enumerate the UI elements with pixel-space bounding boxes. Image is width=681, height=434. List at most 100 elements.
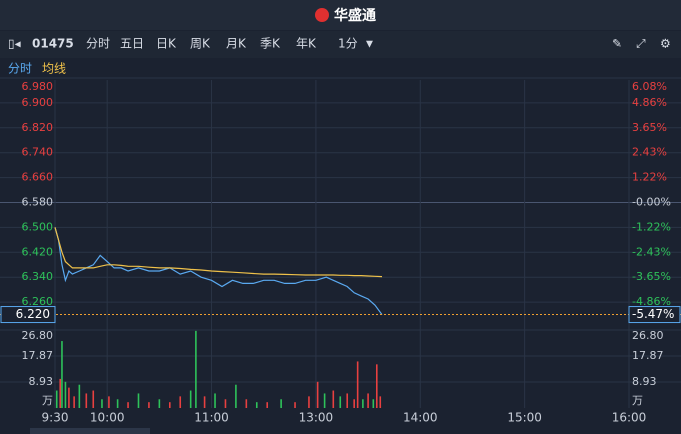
x-tick-label: 15:00 bbox=[507, 411, 542, 425]
y2-tick-label: 2.43% bbox=[632, 146, 667, 159]
volume-bar bbox=[375, 364, 378, 408]
y-tick-label: 6.900 bbox=[22, 96, 54, 109]
back-icon[interactable]: ▯◂ bbox=[8, 37, 21, 51]
volume-bar bbox=[353, 399, 355, 408]
volume-bar bbox=[61, 341, 63, 408]
scrollbar[interactable] bbox=[30, 428, 150, 434]
volume-bar bbox=[55, 390, 58, 408]
y-tick-label: 6.500 bbox=[22, 220, 54, 233]
y-tick-label: 17.87 bbox=[22, 349, 54, 362]
x-tick-label: 13:00 bbox=[299, 411, 334, 425]
volume-bar bbox=[308, 396, 310, 408]
volume-bar bbox=[64, 381, 67, 408]
y2-tick-label: 3.65% bbox=[632, 121, 667, 134]
dropdown-icon[interactable]: ▼ bbox=[366, 40, 373, 50]
logo bbox=[315, 8, 329, 22]
stock-code: 01475 bbox=[32, 37, 74, 51]
header bbox=[0, 0, 681, 30]
y2-tick-label: 26.80 bbox=[632, 329, 664, 342]
y2-tick-label: 8.93 bbox=[632, 375, 657, 388]
tabs: 分时 五日 日K 周K 月K 季K 年K bbox=[86, 37, 317, 51]
volume-bar bbox=[266, 402, 269, 408]
y2-tick-label: 1.22% bbox=[632, 171, 667, 184]
volume-bar bbox=[92, 390, 95, 408]
volume-bar bbox=[68, 387, 70, 408]
volume-bar bbox=[203, 396, 206, 408]
brand: 华盛通 bbox=[334, 7, 376, 24]
y2-tick-label: 17.87 bbox=[632, 349, 664, 362]
volume-bar bbox=[169, 402, 171, 408]
volume-bar bbox=[362, 399, 364, 408]
volume-bar bbox=[372, 399, 375, 408]
last-price-box bbox=[0, 306, 56, 324]
volume-bar bbox=[101, 399, 103, 408]
legend-item: 均线 bbox=[42, 62, 66, 76]
y2-tick-label: 6.08% bbox=[632, 80, 667, 93]
y2-tick-label: -3.65% bbox=[632, 270, 671, 283]
legend-item: 分时 bbox=[8, 62, 32, 76]
volume-bar bbox=[214, 393, 216, 408]
tab[interactable]: 五日 bbox=[120, 37, 144, 51]
volume-bar bbox=[316, 381, 319, 408]
x-tick-label: 10:00 bbox=[90, 411, 125, 425]
volume-bar bbox=[224, 399, 227, 408]
x-tick-label: 14:00 bbox=[403, 411, 438, 425]
tab[interactable]: 日K bbox=[156, 37, 177, 51]
volume-bar bbox=[85, 393, 88, 408]
y-tick-label: 8.93 bbox=[29, 375, 54, 388]
y-tick-label: 6.340 bbox=[22, 270, 54, 283]
y2-tick-label: 4.86% bbox=[632, 96, 667, 109]
tab[interactable]: 分时 bbox=[86, 37, 110, 51]
tab[interactable]: 月K bbox=[226, 37, 247, 51]
fullscreen-icon[interactable]: ⤢ bbox=[635, 37, 646, 51]
edit-icon[interactable]: ✎ bbox=[612, 37, 622, 51]
volume-bar bbox=[137, 393, 140, 408]
y-tick-label: 6.740 bbox=[22, 146, 54, 159]
volume-bar bbox=[280, 399, 282, 408]
y-tick-label: 26.80 bbox=[22, 329, 54, 342]
volume-bar bbox=[255, 402, 258, 408]
volume-bar bbox=[245, 399, 248, 408]
unit-label: 万 bbox=[42, 394, 53, 407]
volume-bar bbox=[323, 393, 326, 408]
y-tick-label: 6.580 bbox=[22, 196, 54, 209]
settings-icon[interactable]: ⚙ bbox=[660, 37, 671, 51]
x-tick-label: 9:30 bbox=[42, 411, 69, 425]
y-tick-label: 6.820 bbox=[22, 121, 54, 134]
price-line bbox=[54, 227, 383, 278]
price-line bbox=[54, 227, 383, 315]
y2-tick-label: -1.22% bbox=[632, 220, 671, 233]
volume-bar bbox=[346, 393, 349, 408]
x-tick-label: 11:00 bbox=[194, 411, 229, 425]
y2-tick-label: -2.43% bbox=[632, 245, 671, 258]
y2-tick-label: -4.86% bbox=[632, 295, 671, 308]
last-price-label: 6.220 bbox=[16, 307, 50, 321]
volume-bar bbox=[148, 402, 150, 408]
volume-bar bbox=[59, 378, 62, 408]
last-change-label: -5.47% bbox=[632, 307, 674, 321]
volume-bar bbox=[127, 402, 129, 408]
volume-bar bbox=[339, 396, 342, 408]
x-tick-label: 16:00 bbox=[612, 411, 647, 425]
volume-bar bbox=[294, 402, 296, 408]
volume-bar bbox=[367, 393, 369, 408]
volume-bar bbox=[195, 330, 197, 408]
tab[interactable]: 年K bbox=[296, 37, 317, 51]
y-tick-label: 6.260 bbox=[22, 295, 54, 308]
volume-bar bbox=[78, 384, 81, 408]
volume-bar bbox=[189, 390, 192, 408]
volume-bar bbox=[356, 361, 359, 408]
tab[interactable]: 季K bbox=[260, 37, 281, 51]
volume-bar bbox=[158, 399, 161, 408]
y-tick-label: 6.980 bbox=[22, 80, 54, 93]
y-tick-label: 6.420 bbox=[22, 245, 54, 258]
interval[interactable]: 1分 bbox=[338, 37, 358, 51]
tab[interactable]: 周K bbox=[190, 37, 211, 51]
y2-tick-label: -0.00% bbox=[632, 196, 671, 209]
volume-bar bbox=[235, 384, 237, 408]
volume-bar bbox=[116, 399, 119, 408]
volume-bar bbox=[73, 396, 75, 408]
